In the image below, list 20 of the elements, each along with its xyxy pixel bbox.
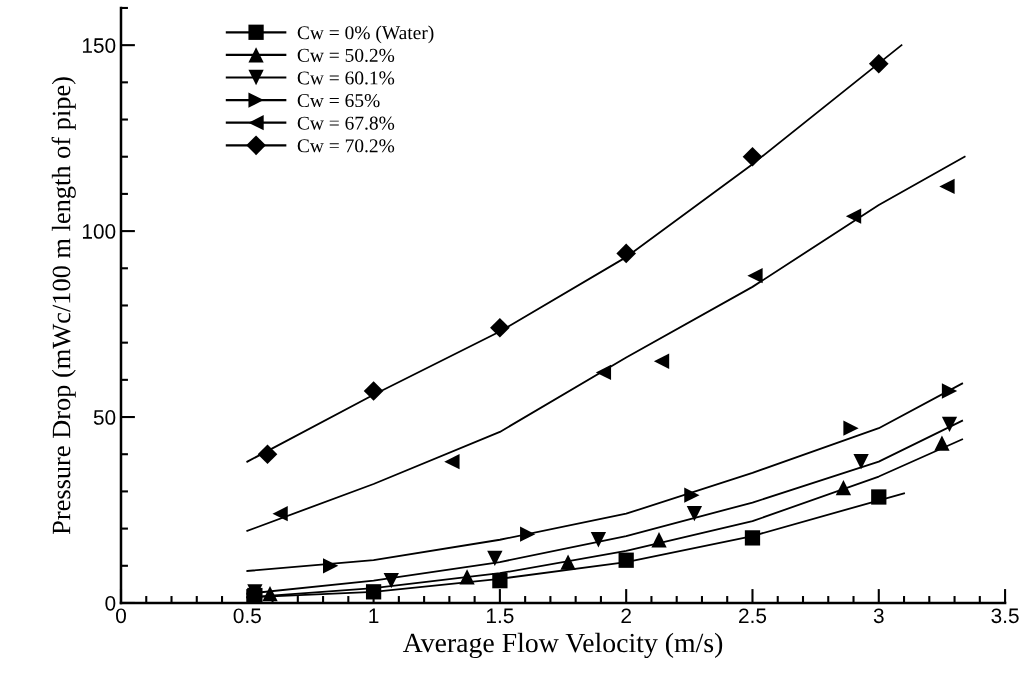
legend-label: Cw = 67.8% <box>297 116 395 130</box>
x-tick-label: 0 <box>116 608 126 624</box>
x-tick-label: 3.5 <box>991 608 1019 624</box>
y-tick-label: 0 <box>105 595 116 611</box>
x-tick-label: 1.5 <box>487 608 514 624</box>
x-tick-label: 0.5 <box>233 608 261 624</box>
y-tick-label: 50 <box>93 410 116 425</box>
y-axis-title: Pressure Drop (mWc/100 m length of pipe) <box>51 77 76 535</box>
x-tick-label: 3 <box>873 608 884 624</box>
y-tick-label: 100 <box>82 224 116 239</box>
legend-label: Cw = 50.2% <box>297 48 395 62</box>
y-tick-label: 150 <box>82 38 116 53</box>
x-tick-label: 2.5 <box>739 608 767 624</box>
legend-label: Cw = 65% <box>297 93 380 108</box>
legend-label: Cw = 70.2% <box>297 139 395 153</box>
x-axis-title: Average Flow Velocity (m/s) <box>402 632 723 659</box>
legend-label: Cw = 0% (Water) <box>297 25 434 44</box>
x-tick-label: 1 <box>369 608 379 623</box>
x-tick-label: 2 <box>621 608 631 623</box>
legend-label: Cw = 60.1% <box>297 71 395 85</box>
